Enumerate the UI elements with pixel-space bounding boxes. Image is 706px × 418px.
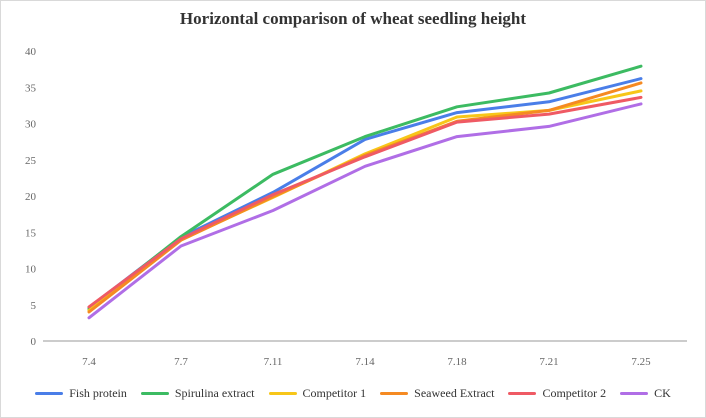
legend-item-competitor-1[interactable]: Competitor 1 — [268, 386, 367, 401]
chart-title: Horizontal comparison of wheat seedling … — [179, 9, 527, 28]
y-tick-label: 10 — [25, 264, 37, 276]
legend-item-ck[interactable]: CK — [620, 386, 671, 401]
y-tick-label: 15 — [25, 227, 37, 239]
y-tick-label: 30 — [25, 119, 37, 131]
x-tick-label: 7.18 — [447, 356, 467, 368]
legend-swatch — [35, 392, 64, 395]
legend-label: Fish protein — [69, 386, 127, 400]
legend-item-competitor-2[interactable]: Competitor 2 — [508, 386, 606, 401]
legend-item-seaweed-extract[interactable]: Seaweed Extract — [380, 386, 494, 401]
y-tick-label: 0 — [31, 336, 37, 348]
legend-label: Seaweed Extract — [414, 386, 495, 400]
legend-label: CK — [654, 386, 671, 400]
legend-item-spirulina-extract[interactable]: Spirulina extract — [140, 386, 255, 401]
x-tick-label: 7.25 — [631, 356, 651, 368]
legend-label: Competitor 1 — [302, 386, 367, 400]
legend-swatch — [140, 392, 169, 395]
series-line-seaweed-extract — [87, 81, 643, 314]
x-tick-label: 7.4 — [82, 356, 96, 368]
y-tick-label: 35 — [25, 82, 37, 94]
legend-label: Spirulina extract — [174, 386, 255, 400]
series-line-ck — [87, 102, 643, 320]
series-line-competitor-2 — [87, 95, 643, 309]
legend-label: Competitor 2 — [542, 386, 607, 400]
x-tick-label: 7.11 — [264, 356, 283, 368]
legend-swatch — [620, 392, 649, 395]
chart-legend: Fish protein Spirulina extract Competitor … — [1, 386, 705, 401]
legend-swatch — [380, 392, 409, 395]
x-tick-label: 7.14 — [355, 356, 375, 368]
y-tick-label: 20 — [25, 191, 37, 203]
y-tick-label: 40 — [25, 46, 37, 58]
y-tick-label: 25 — [25, 155, 37, 167]
legend-swatch — [268, 392, 297, 395]
series-line-spirulina-extract — [87, 64, 643, 311]
legend-swatch — [508, 392, 537, 395]
legend-item-fish-protein[interactable]: Fish protein — [35, 386, 127, 401]
x-tick-label: 7.7 — [174, 356, 188, 368]
y-tick-label: 5 — [31, 300, 37, 312]
x-tick-label: 7.21 — [539, 356, 558, 368]
